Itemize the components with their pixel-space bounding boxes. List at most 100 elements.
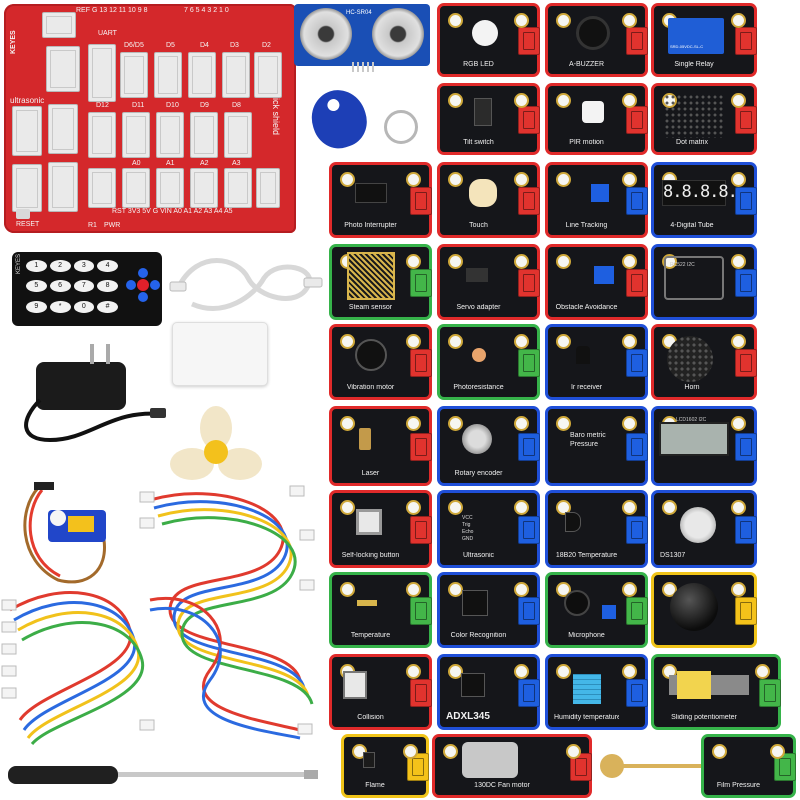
hc-sr04-sensor: HC-SR04 bbox=[294, 4, 430, 72]
ultra-pins: VCC Trig Echo GND bbox=[462, 515, 474, 542]
remote-key: 3 bbox=[73, 260, 95, 272]
shield-d-label: D10 bbox=[166, 102, 179, 109]
shield-uart-label: UART bbox=[98, 30, 117, 37]
shield-header bbox=[154, 52, 182, 98]
rfid-label: RC522 I2C bbox=[670, 261, 695, 268]
screwdriver bbox=[8, 766, 318, 784]
remote-key: * bbox=[49, 300, 71, 313]
shield-a-label: A2 bbox=[200, 160, 209, 167]
shield-header bbox=[88, 112, 116, 158]
shield-header bbox=[12, 164, 42, 212]
module-rfid: RC522 I2C bbox=[651, 244, 757, 320]
module-connector bbox=[518, 349, 540, 377]
module-connector bbox=[518, 27, 540, 55]
module-4-digital-tube: 8.8.8.8. 4-Digital Tube bbox=[651, 162, 757, 238]
module-lcd: LCD1602 I2C bbox=[651, 406, 757, 486]
module-connector bbox=[735, 349, 757, 377]
ok-key bbox=[137, 279, 149, 291]
right-key bbox=[150, 280, 160, 290]
module-photoresistance: Photoresistance bbox=[437, 324, 540, 400]
shield-header bbox=[122, 112, 150, 158]
module-label: 4-Digital Tube bbox=[670, 222, 714, 229]
module-fan-motor: 130DC Fan motor bbox=[432, 734, 592, 798]
module-connector bbox=[735, 269, 757, 297]
shield-d-label: D2 bbox=[262, 42, 271, 49]
shield-a-label: A0 bbox=[132, 160, 141, 167]
module-label: Ultrasonic bbox=[462, 552, 495, 559]
keyfob-hole bbox=[325, 97, 341, 113]
shield-d-label: D3 bbox=[230, 42, 239, 49]
dot-matrix-component bbox=[664, 94, 724, 139]
shield-ultrasonic-label: ultrasonic bbox=[10, 96, 45, 105]
module-collision: Collision bbox=[329, 654, 432, 730]
shield-header bbox=[12, 106, 42, 156]
module-servo-adapter: Servo adapter bbox=[437, 244, 540, 320]
module-label: RGB LED bbox=[463, 61, 494, 68]
digital-tube-display: 8.8.8.8. bbox=[662, 180, 738, 206]
module-label: Horn bbox=[684, 384, 700, 391]
module-line-tracking: Line Tracking bbox=[545, 162, 648, 238]
shield-a-label: A3 bbox=[232, 160, 241, 167]
module-label: Microphone bbox=[568, 632, 605, 639]
module-connector bbox=[518, 516, 540, 544]
power-adapter bbox=[24, 344, 166, 443]
transducer-left bbox=[300, 8, 352, 60]
shield-d-label: D12 bbox=[96, 102, 109, 109]
module-rgb-led: RGB LED bbox=[437, 3, 540, 77]
module-connector bbox=[410, 269, 432, 297]
relay-text: SRD-05VDC-SL-C bbox=[670, 43, 704, 49]
module-label: Servo adapter bbox=[456, 304, 501, 311]
module-label: Self-locking button bbox=[341, 552, 400, 559]
remote-key: 1 bbox=[26, 260, 47, 272]
shield-d-label: D11 bbox=[132, 102, 145, 109]
shield-header bbox=[42, 12, 76, 38]
flame-sensor bbox=[362, 752, 375, 769]
collision-switch bbox=[343, 671, 368, 699]
module-sliding-potentiometer: Sliding potentiometer bbox=[651, 654, 781, 730]
key-ring bbox=[384, 110, 418, 144]
ds18b20-chip bbox=[565, 511, 582, 532]
shield-header bbox=[48, 104, 78, 154]
up-key bbox=[138, 268, 148, 278]
down-key bbox=[138, 292, 148, 302]
buzzer-component bbox=[575, 16, 610, 51]
module-connector bbox=[570, 753, 592, 781]
module-connector bbox=[410, 433, 432, 461]
tilt-component bbox=[473, 98, 492, 127]
shield-header bbox=[190, 168, 218, 208]
interrupter-component bbox=[354, 183, 387, 203]
module-adxl345: ADXL345 bbox=[437, 654, 540, 730]
module-label: Flame bbox=[365, 782, 385, 789]
module-label: Baro metric Pressure bbox=[570, 432, 606, 448]
module-label: Steam sensor bbox=[348, 304, 393, 311]
shield-header bbox=[156, 168, 184, 208]
module-label: ADXL345 bbox=[446, 711, 490, 722]
shield-uart-header bbox=[88, 44, 116, 102]
shield-header bbox=[254, 52, 282, 98]
dht11-sensor bbox=[572, 674, 601, 705]
shield-header bbox=[122, 168, 150, 208]
left-key bbox=[126, 280, 136, 290]
module-connector bbox=[518, 187, 540, 215]
module-label: Photoresistance bbox=[453, 384, 504, 391]
module-flame: Flame bbox=[341, 734, 429, 798]
shield-top-pins-right: 7 6 5 4 3 2 1 0 bbox=[184, 7, 229, 14]
module-horn: Horn bbox=[651, 324, 757, 400]
module-connector bbox=[735, 433, 757, 461]
servo-header bbox=[465, 268, 488, 282]
encoder-knob bbox=[461, 423, 492, 454]
shield-d-label: D4 bbox=[200, 42, 209, 49]
module-connector bbox=[410, 516, 432, 544]
module-color-recognition: Color Recognition bbox=[437, 572, 540, 648]
module-connector bbox=[518, 433, 540, 461]
coin-battery bbox=[680, 506, 716, 543]
rfid-keyfob bbox=[304, 83, 374, 155]
module-label: Touch bbox=[469, 222, 488, 229]
module-connector bbox=[735, 106, 757, 134]
brick-shield-board: REF G 13 12 11 10 9 8 7 6 5 4 3 2 1 0 KE… bbox=[4, 4, 296, 233]
module-connector bbox=[735, 597, 757, 625]
remote-key: 2 bbox=[49, 260, 71, 272]
module-label: Humidity temperature bbox=[554, 714, 619, 721]
module-label: Temperature bbox=[350, 632, 391, 639]
module-label: Tilt switch bbox=[463, 139, 494, 146]
